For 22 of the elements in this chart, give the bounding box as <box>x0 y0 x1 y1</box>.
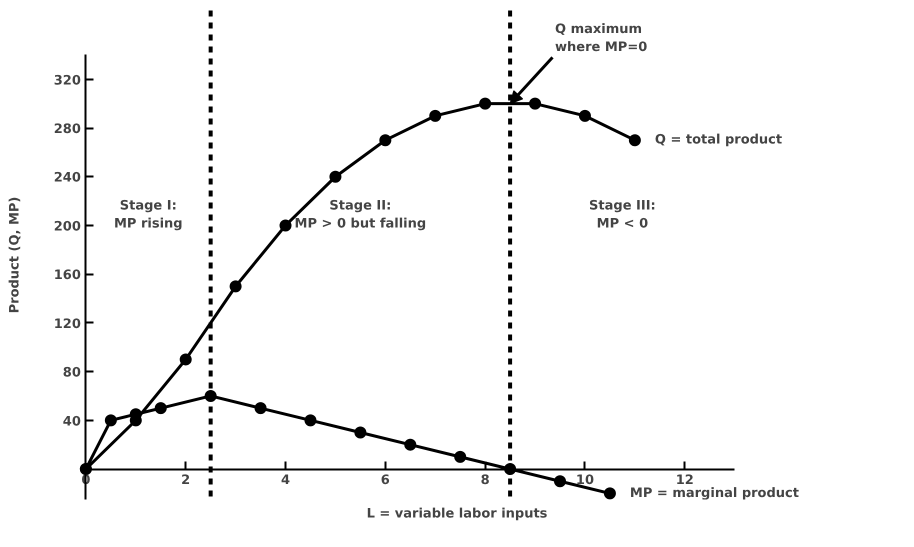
annotation: Stage I: MP rising <box>114 198 183 232</box>
x-tick-label: 6 <box>380 473 390 488</box>
series-label: MP = marginal product <box>630 486 799 501</box>
y-tick-label: 160 <box>54 268 81 284</box>
y-tick-label: 280 <box>54 122 81 138</box>
x-tick-label: 4 <box>280 473 290 488</box>
y-tick-label: 120 <box>54 316 81 332</box>
annotation: Q maximum where MP=0 <box>555 22 648 55</box>
x-axis-title: L = variable labor inputs <box>366 506 548 522</box>
x-tick-label: 10 <box>576 473 594 488</box>
y-tick-label: 240 <box>54 170 81 186</box>
y-axis-title: Product (Q, MP) <box>8 196 22 314</box>
x-tick-label: 12 <box>676 473 694 488</box>
series-label: Q = total product <box>654 132 782 148</box>
y-tick-label: 320 <box>54 73 81 88</box>
y-tick-label: 40 <box>62 414 81 430</box>
x-tick-label: 2 <box>181 473 190 488</box>
annotation: Stage II: MP > 0 but falling <box>294 198 426 232</box>
y-tick-label: 200 <box>54 219 81 234</box>
y-tick-label: 80 <box>62 366 81 381</box>
annotation: Stage III: MP < 0 <box>589 198 656 232</box>
x-tick-label: 8 <box>480 473 490 488</box>
